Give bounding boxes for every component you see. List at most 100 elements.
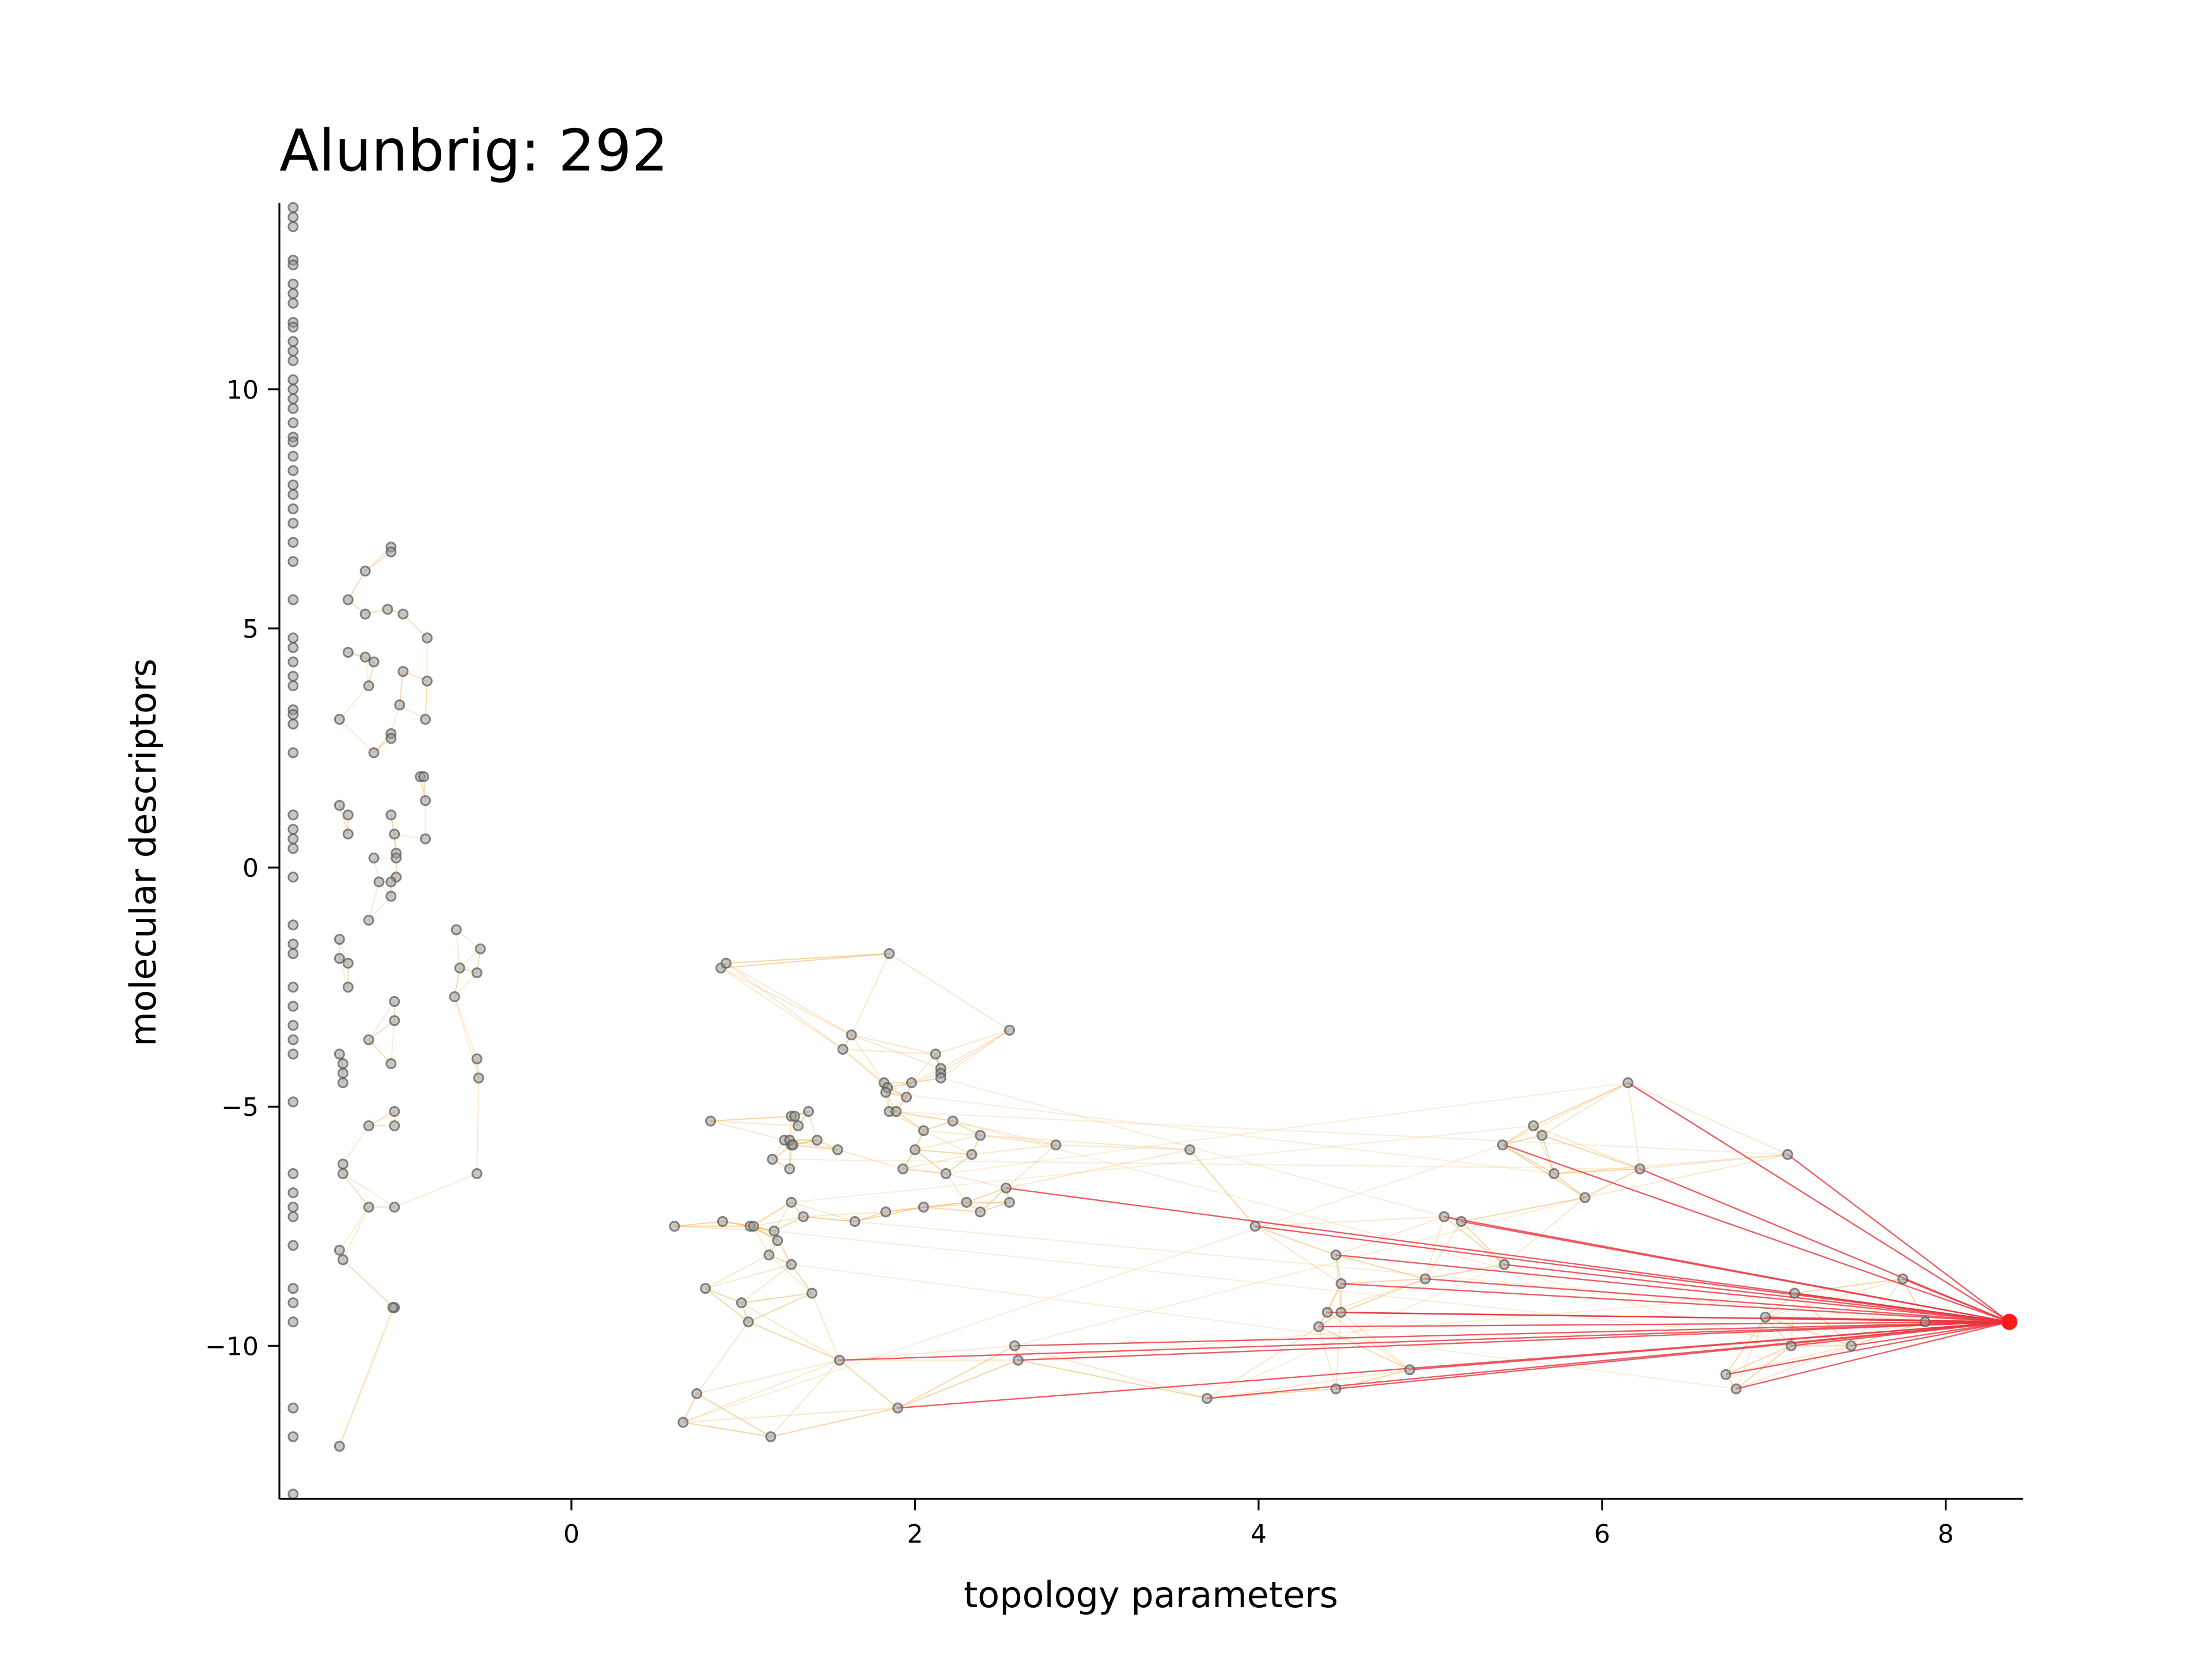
- x-tick-label: 6: [1594, 1520, 1610, 1549]
- far-edge: [394, 1173, 478, 1208]
- x-tick-label: 4: [1251, 1520, 1267, 1549]
- data-point: [700, 1283, 711, 1294]
- far-edge: [339, 1307, 393, 1447]
- far-edge: [339, 685, 369, 720]
- data-point: [421, 675, 433, 687]
- data-point: [287, 436, 299, 448]
- data-point: [287, 809, 299, 821]
- data-point: [385, 546, 397, 558]
- data-point: [1720, 1369, 1732, 1380]
- data-point: [1456, 1215, 1467, 1227]
- far-edge: [1340, 1278, 1426, 1285]
- far-edge: [952, 1120, 1791, 1347]
- far-edge: [342, 1173, 369, 1208]
- data-point: [449, 991, 460, 1002]
- data-point: [287, 1020, 299, 1031]
- data-point: [906, 1077, 917, 1089]
- far-edge: [721, 953, 889, 969]
- far-edge: [674, 1225, 774, 1232]
- data-point: [287, 680, 299, 692]
- far-edge: [897, 1359, 1018, 1409]
- far-edge: [1335, 1254, 1426, 1280]
- data-point: [363, 1120, 374, 1131]
- data-point: [1785, 1340, 1797, 1351]
- data-point: [1249, 1221, 1261, 1232]
- far-edge: [696, 1321, 749, 1394]
- far-edge: [1255, 1216, 1445, 1227]
- far-edge: [705, 1254, 770, 1289]
- far-edge: [403, 613, 428, 639]
- data-point: [786, 1259, 797, 1270]
- far-edge: [1533, 1082, 1628, 1127]
- data-point: [1003, 1196, 1015, 1208]
- far-edge: [896, 1111, 924, 1131]
- far-edge: [710, 1120, 798, 1127]
- data-point: [287, 1096, 299, 1108]
- far-edge: [1255, 1225, 1336, 1256]
- data-point: [287, 1431, 299, 1442]
- data-point: [334, 1048, 345, 1060]
- data-point: [287, 709, 299, 720]
- far-edge: [945, 1173, 1006, 1189]
- far-edge: [915, 1135, 980, 1150]
- far-edge: [683, 1407, 898, 1423]
- data-point: [450, 924, 462, 935]
- data-point: [947, 1115, 959, 1127]
- data-point: [287, 1316, 299, 1328]
- data-point: [363, 914, 374, 926]
- far-edge: [725, 963, 852, 1036]
- near-edge: [1503, 1144, 2010, 1323]
- far-edge: [885, 1206, 924, 1213]
- far-edge: [748, 1321, 840, 1361]
- data-point: [359, 565, 371, 577]
- data-point: [880, 1086, 892, 1098]
- far-edge: [980, 1187, 1007, 1213]
- data-point: [287, 488, 299, 500]
- data-point: [1528, 1120, 1539, 1131]
- data-point: [287, 1168, 299, 1179]
- far-edge: [980, 1135, 1056, 1146]
- near-edge: [1014, 1321, 2010, 1347]
- far-edge: [940, 1029, 1010, 1079]
- far-edge: [1318, 1326, 1410, 1370]
- far-edge: [940, 1029, 1010, 1069]
- far-edge: [839, 1359, 899, 1409]
- near-edge: [1425, 1278, 2010, 1323]
- data-point: [787, 1139, 799, 1151]
- data-point: [471, 967, 483, 979]
- far-edge: [952, 1120, 1056, 1146]
- data-point: [832, 1144, 843, 1156]
- far-edge: [923, 1202, 967, 1208]
- far-edge: [1335, 1254, 1426, 1280]
- near-edge: [1207, 1321, 2010, 1399]
- data-point: [287, 656, 299, 668]
- far-edge: [774, 1202, 792, 1232]
- far-edge: [911, 1054, 936, 1084]
- far-edge: [971, 1144, 1056, 1156]
- far-edge: [791, 1125, 1534, 1203]
- data-point: [1335, 1306, 1347, 1318]
- data-point: [385, 809, 397, 821]
- far-edge: [674, 1221, 723, 1227]
- data-point: [909, 1144, 921, 1156]
- data-point: [669, 1221, 680, 1232]
- far-edge-layer: [339, 547, 1926, 1447]
- data-point: [918, 1125, 929, 1137]
- data-point: [397, 608, 409, 620]
- far-edge: [1018, 1359, 1207, 1399]
- data-point: [975, 1206, 986, 1218]
- far-edge: [720, 967, 843, 1050]
- data-point: [287, 718, 299, 730]
- data-point: [1919, 1316, 1931, 1328]
- data-point: [394, 699, 406, 711]
- far-edge: [1327, 1278, 1426, 1313]
- data-point: [1000, 1182, 1012, 1194]
- far-edge: [966, 1187, 1006, 1203]
- far-edge: [726, 953, 889, 964]
- far-edge: [339, 1307, 395, 1447]
- data-point: [359, 608, 371, 620]
- data-point: [334, 800, 345, 811]
- far-edge: [1627, 1082, 1641, 1169]
- far-edge: [768, 1254, 813, 1294]
